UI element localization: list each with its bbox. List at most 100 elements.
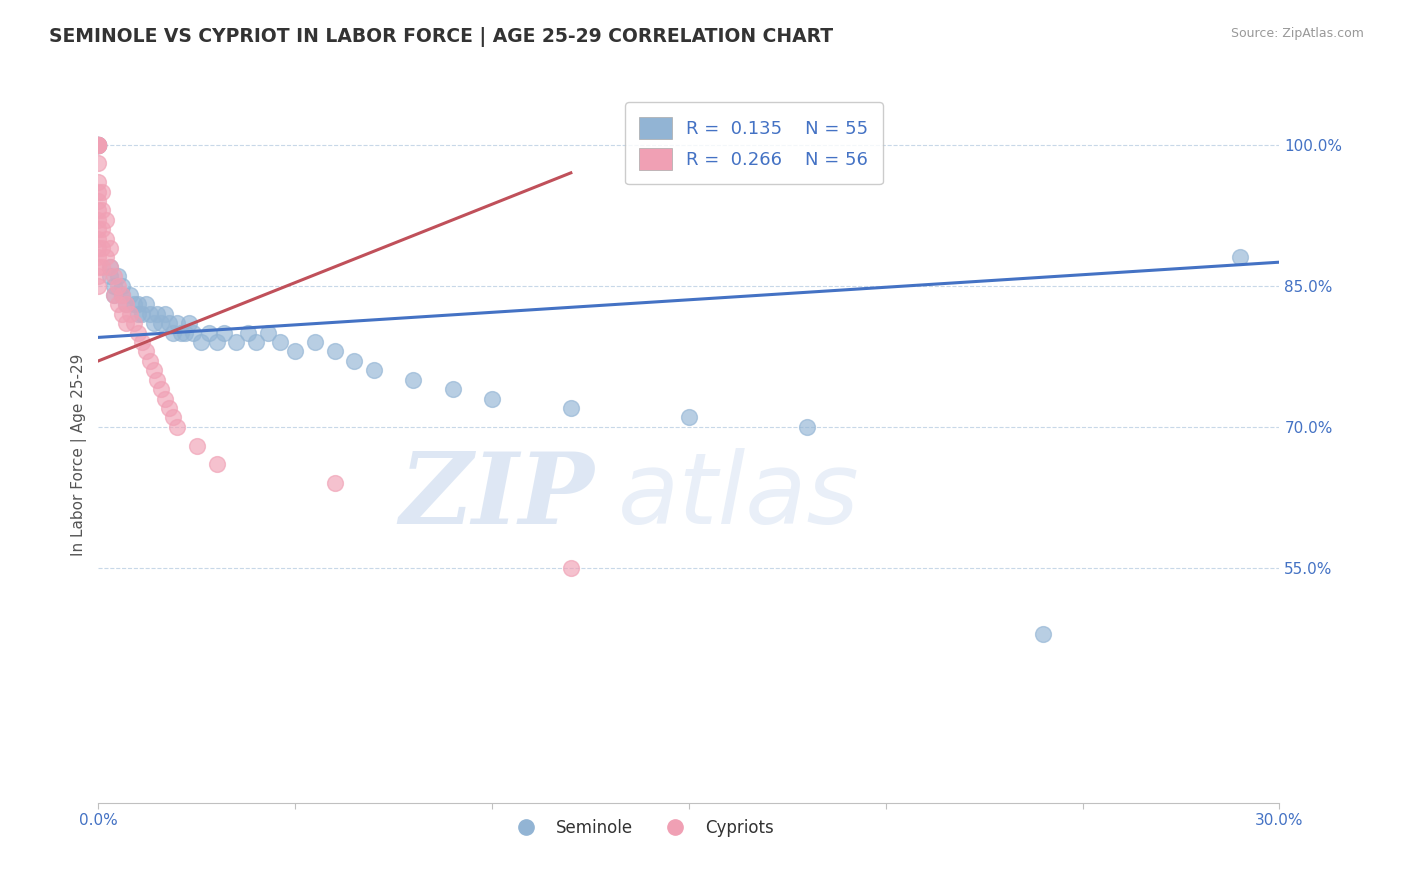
Point [91, 222, 114, 236]
Point [87, 260, 110, 274]
Point [142, 363, 165, 377]
Point [131, 335, 153, 350]
Point [115, 297, 138, 311]
Point [481, 392, 503, 406]
Point [205, 458, 228, 472]
Point [166, 419, 188, 434]
Point [107, 269, 129, 284]
Point [87, 222, 110, 236]
Point [87, 137, 110, 152]
Point [205, 335, 228, 350]
Text: atlas: atlas [619, 448, 859, 545]
Point [87, 241, 110, 255]
Point [186, 438, 208, 452]
Point [98, 269, 121, 284]
Point [323, 344, 346, 359]
Point [91, 185, 114, 199]
Point [157, 401, 180, 415]
Point [87, 203, 110, 218]
Point [87, 137, 110, 152]
Point [87, 137, 110, 152]
Point [96, 232, 118, 246]
Point [402, 373, 425, 387]
Point [107, 278, 129, 293]
Point [181, 326, 204, 340]
Point [127, 326, 149, 340]
Point [138, 307, 160, 321]
Point [150, 382, 173, 396]
Point [87, 137, 110, 152]
Text: SEMINOLE VS CYPRIOT IN LABOR FORCE | AGE 25-29 CORRELATION CHART: SEMINOLE VS CYPRIOT IN LABOR FORCE | AGE… [49, 27, 834, 46]
Point [1229, 251, 1251, 265]
Point [127, 297, 149, 311]
Point [157, 316, 180, 330]
Point [87, 185, 110, 199]
Point [87, 137, 110, 152]
Point [138, 354, 160, 368]
Point [96, 251, 118, 265]
Point [127, 307, 149, 321]
Point [135, 297, 157, 311]
Point [162, 410, 184, 425]
Point [103, 288, 125, 302]
Point [111, 288, 134, 302]
Point [560, 401, 582, 415]
Point [87, 278, 110, 293]
Point [96, 212, 118, 227]
Point [87, 269, 110, 284]
Text: Source: ZipAtlas.com: Source: ZipAtlas.com [1230, 27, 1364, 40]
Point [284, 344, 307, 359]
Point [115, 297, 138, 311]
Point [256, 326, 278, 340]
Point [87, 137, 110, 152]
Point [87, 137, 110, 152]
Point [98, 241, 121, 255]
Point [91, 260, 114, 274]
Point [150, 316, 173, 330]
Point [111, 307, 134, 321]
Point [236, 326, 259, 340]
Point [190, 335, 212, 350]
Point [111, 278, 134, 293]
Y-axis label: In Labor Force | Age 25-29: In Labor Force | Age 25-29 [72, 354, 87, 556]
Point [87, 194, 110, 208]
Point [225, 335, 247, 350]
Point [170, 326, 193, 340]
Point [98, 260, 121, 274]
Point [87, 251, 110, 265]
Point [363, 363, 385, 377]
Point [343, 354, 366, 368]
Point [155, 307, 177, 321]
Point [103, 288, 125, 302]
Point [796, 419, 818, 434]
Point [678, 410, 700, 425]
Point [87, 175, 110, 189]
Point [87, 137, 110, 152]
Text: ZIP: ZIP [399, 449, 595, 545]
Point [441, 382, 464, 396]
Point [166, 316, 188, 330]
Point [87, 212, 110, 227]
Point [87, 232, 110, 246]
Point [87, 137, 110, 152]
Point [91, 203, 114, 218]
Point [103, 269, 125, 284]
Point [323, 476, 346, 491]
Point [87, 137, 110, 152]
Point [118, 307, 141, 321]
Point [1032, 626, 1054, 640]
Point [115, 316, 138, 330]
Point [98, 260, 121, 274]
Point [103, 278, 125, 293]
Point [245, 335, 267, 350]
Point [197, 326, 219, 340]
Point [269, 335, 291, 350]
Point [560, 560, 582, 574]
Point [146, 307, 169, 321]
Point [91, 241, 114, 255]
Point [214, 326, 236, 340]
Point [107, 297, 129, 311]
Point [174, 326, 197, 340]
Point [87, 137, 110, 152]
Point [118, 288, 141, 302]
